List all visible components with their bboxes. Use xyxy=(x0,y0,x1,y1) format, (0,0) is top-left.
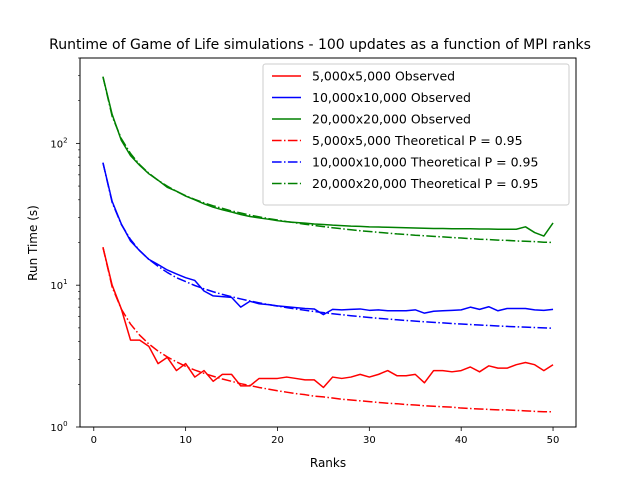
y-axis-label: Run Time (s) xyxy=(26,205,40,281)
x-tick-label: 40 xyxy=(455,435,468,446)
series-line-5 xyxy=(102,162,554,329)
series-line-4 xyxy=(102,247,554,413)
legend: 5,000x5,000 Observed 10,000x10,000 Observ… xyxy=(262,63,570,206)
legend-box xyxy=(262,63,570,206)
legend-label: 5,000x5,000 Observed xyxy=(312,69,455,84)
plot-layer xyxy=(102,76,554,413)
x-tick-label: 30 xyxy=(363,435,376,446)
x-tick-label: 10 xyxy=(179,435,192,446)
y-tick-label: 100 xyxy=(50,420,67,434)
legend-label: 10,000x10,000 Theoretical P = 0.95 xyxy=(312,155,538,170)
axes-layer: 0 10 20 30 40 50 100 101 102 xyxy=(50,57,560,446)
x-tick-label: 50 xyxy=(547,435,560,446)
x-axis-label: Ranks xyxy=(310,456,346,470)
x-tick-label: 20 xyxy=(271,435,284,446)
legend-label: 10,000x10,000 Observed xyxy=(312,90,471,105)
series-line-6 xyxy=(102,76,554,244)
series-line-1 xyxy=(102,247,554,389)
x-tick-label: 0 xyxy=(91,435,97,446)
legend-label: 5,000x5,000 Theoretical P = 0.95 xyxy=(312,133,523,148)
series-line-2 xyxy=(102,162,554,316)
y-tick-label: 102 xyxy=(50,136,67,150)
y-tick-label: 101 xyxy=(50,278,67,292)
legend-label: 20,000x20,000 Theoretical P = 0.95 xyxy=(312,176,538,191)
legend-label: 20,000x20,000 Observed xyxy=(312,112,471,127)
chart-title: Runtime of Game of Life simulations - 10… xyxy=(49,37,591,53)
